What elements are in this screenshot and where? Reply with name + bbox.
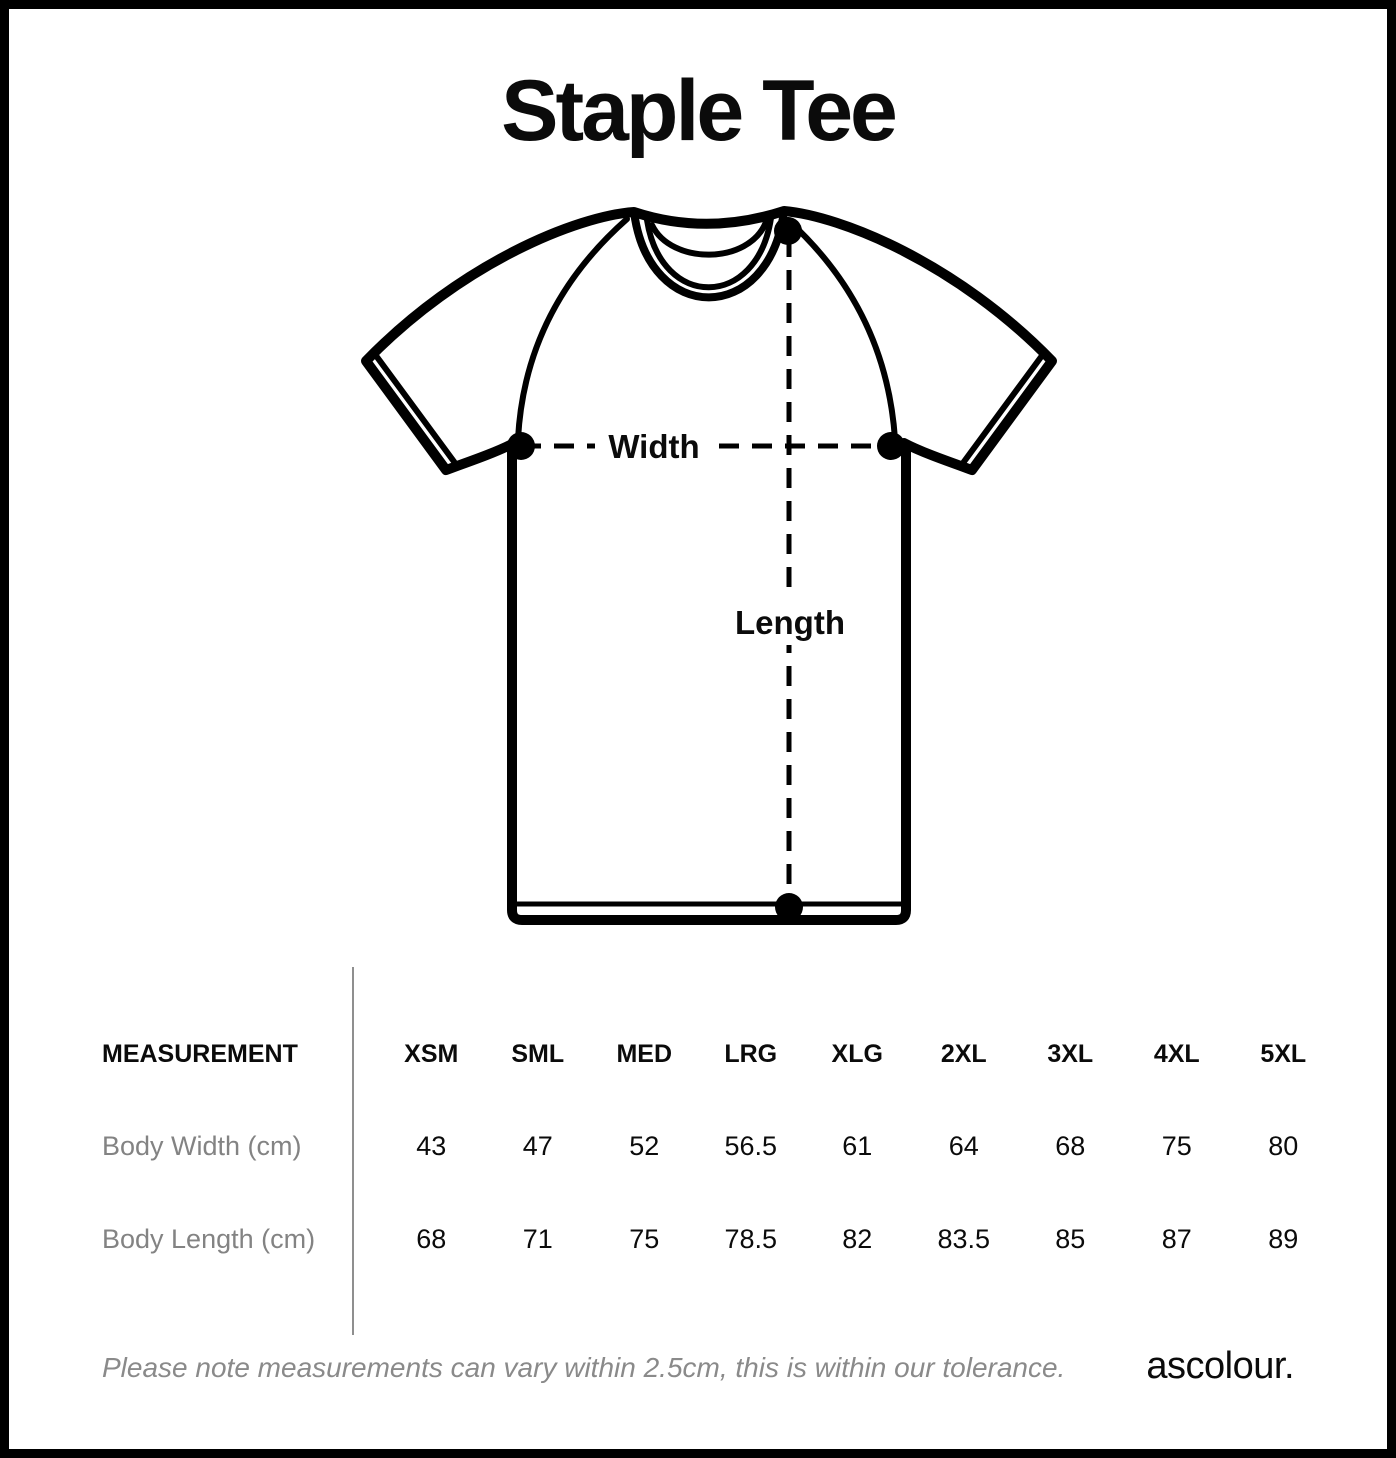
size-header-med: MED: [616, 1039, 673, 1068]
body-length-value: 71: [522, 1223, 553, 1254]
size-header-xsm: XSM: [404, 1039, 459, 1068]
collar-rib-line: [649, 219, 769, 258]
body-length-value: 68: [416, 1223, 447, 1254]
body-length-value: 75: [629, 1223, 660, 1254]
size-header-xlg: XLG: [831, 1039, 883, 1068]
measurement-header: MEASUREMENT: [102, 1039, 298, 1068]
body-width-value: 61: [842, 1130, 873, 1161]
collar-rib-line: [644, 215, 774, 291]
body-length-row: Body Length (cm) 68 71 75 78.5 82 83.5 8…: [9, 1216, 1387, 1262]
width-label-backing: [595, 423, 713, 469]
body-length-value: 85: [1055, 1223, 1086, 1254]
size-header-5xl: 5XL: [1260, 1039, 1307, 1068]
tshirt-outline: [361, 206, 1057, 925]
body-length-value: 89: [1268, 1223, 1299, 1254]
page-title: Staple Tee: [501, 63, 898, 159]
body-width-value: 64: [948, 1130, 979, 1161]
collar-outer-curve: [630, 207, 788, 302]
body-length-value: 82: [842, 1223, 873, 1254]
size-header-3xl: 3XL: [1047, 1039, 1094, 1068]
tshirt-diagram: Width Length: [361, 206, 1057, 925]
body-width-value: 75: [1161, 1130, 1192, 1161]
size-header-4xl: 4XL: [1153, 1039, 1200, 1068]
body-length-value: 87: [1161, 1223, 1192, 1254]
armhole-seam-left: [515, 216, 630, 442]
cuff-stitch-left: [374, 354, 458, 466]
brand-logo: ascolour.: [1146, 1345, 1294, 1387]
table-header-row: MEASUREMENT XSM SML MED LRG XLG 2XL 3XL …: [9, 1031, 1387, 1077]
row-label: Body Width (cm): [102, 1130, 302, 1161]
body-width-value: 52: [629, 1130, 660, 1161]
size-header-lrg: LRG: [724, 1039, 778, 1068]
body-width-value: 47: [522, 1130, 553, 1161]
length-label: Length: [735, 604, 845, 641]
measure-dot-underarm-left: [507, 432, 535, 460]
size-header-2xl: 2XL: [940, 1039, 987, 1068]
measure-dot-hem: [775, 893, 803, 921]
body-width-value: 43: [416, 1130, 447, 1161]
body-length-value: 78.5: [724, 1223, 778, 1254]
body-width-row: Body Width (cm) 43 47 52 56.5 61 64 68 7…: [9, 1123, 1387, 1169]
body-width-value: 68: [1055, 1130, 1086, 1161]
row-label: Body Length (cm): [102, 1223, 316, 1254]
width-label: Width: [608, 428, 699, 465]
tolerance-note: Please note measurements can vary within…: [102, 1352, 1066, 1383]
table-divider-line: [352, 967, 354, 1335]
size-header-sml: SML: [511, 1039, 565, 1068]
body-width-value: 80: [1268, 1130, 1299, 1161]
body-length-value: 83.5: [937, 1223, 991, 1254]
measure-dot-shoulder: [774, 217, 802, 245]
armhole-seam-right: [785, 217, 898, 442]
measure-dot-underarm-right: [877, 432, 905, 460]
length-label-backing: [721, 599, 859, 645]
body-width-value: 56.5: [724, 1130, 778, 1161]
cuff-stitch-right: [960, 354, 1044, 466]
